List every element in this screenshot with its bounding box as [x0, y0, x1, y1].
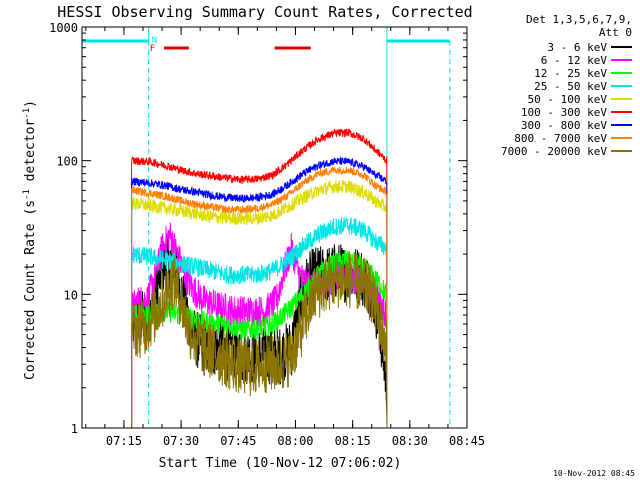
- timestamp: 10-Nov-2012 08:45: [553, 469, 635, 478]
- legend-label-5: 50 - 100 keV: [528, 93, 608, 106]
- y-axis-label-sup2: -1: [22, 108, 32, 119]
- legend-label-9: 7000 - 20000 keV: [501, 145, 607, 158]
- legend-label-1: 3 - 6 keV: [547, 41, 607, 54]
- series-line-5: [131, 179, 388, 429]
- y-tick-label-3: 100: [56, 155, 78, 169]
- night-marker-label: N: [152, 36, 157, 46]
- series-line-8: [131, 166, 388, 429]
- legend-label-3: 12 - 25 keV: [534, 67, 607, 80]
- plot-area: NF: [82, 27, 451, 429]
- legend-label-8: 800 - 7000 keV: [514, 132, 607, 145]
- y-axis-label-main: Corrected Count Rate (s: [23, 200, 38, 380]
- legend-title-line-1: Det 1,3,5,6,7,9,: [526, 13, 632, 26]
- y-axis-label-mid: detector: [23, 119, 38, 190]
- x-tick-label-4: 08:00: [277, 434, 313, 448]
- legend-label-2: 6 - 12 keV: [541, 54, 608, 67]
- plot-frame: [81, 26, 468, 429]
- x-axis-label: Start Time (10-Nov-12 07:06:02): [159, 456, 402, 471]
- x-tick-label-5: 08:15: [335, 434, 371, 448]
- series-line-6: [131, 128, 388, 429]
- x-tick-label-2: 07:30: [163, 434, 199, 448]
- legend-label-4: 25 - 50 keV: [534, 80, 607, 93]
- x-tick-label-6: 08:30: [392, 434, 428, 448]
- chart-title: HESSI Observing Summary Count Rates, Cor…: [57, 3, 472, 21]
- x-tick-label-3: 07:45: [220, 434, 256, 448]
- y-axis-label-sup1: -1: [22, 189, 32, 200]
- legend-title-line-2: Att 0: [599, 26, 632, 39]
- legend-label-6: 100 - 300 keV: [521, 106, 607, 119]
- series-line-7: [131, 156, 388, 429]
- flare-marker-label: F: [150, 44, 155, 54]
- y-tick-label-1: 1: [71, 422, 78, 436]
- x-tick-label-7: 08:45: [449, 434, 485, 448]
- legend-label-7: 300 - 800 keV: [521, 119, 607, 132]
- y-axis-label: Corrected Count Rate (s-1 detector-1): [22, 100, 38, 380]
- y-axis-label-end: ): [23, 100, 38, 108]
- series-line-4: [131, 216, 388, 429]
- y-tick-label-4: 1000: [49, 21, 78, 35]
- y-tick-label-2: 10: [64, 288, 78, 302]
- series-line-9: [131, 252, 388, 429]
- axes: 07:15 07:30 07:45 08:00 08:15 08:30 08:45 1 10 10…: [49, 21, 485, 448]
- x-tick-label-1: 07:15: [106, 434, 142, 448]
